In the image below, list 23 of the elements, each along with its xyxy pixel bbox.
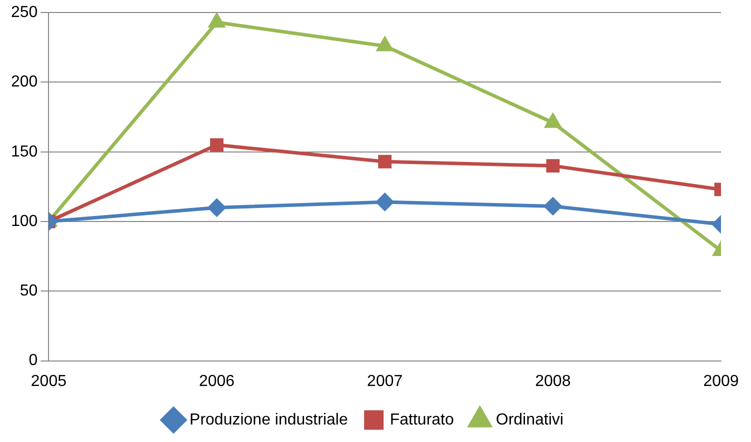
x-tick-label: 2006 <box>198 372 235 390</box>
x-tick-label: 2008 <box>535 372 571 390</box>
point <box>377 37 393 52</box>
point <box>208 14 225 28</box>
point <box>210 138 224 152</box>
x-tick-label: 2007 <box>367 372 403 390</box>
point <box>378 154 392 168</box>
legend-label: Fatturato <box>390 411 454 428</box>
point <box>208 198 226 216</box>
legend-label: Produzione industriale <box>190 411 348 428</box>
legend-label: Ordinativi <box>496 411 564 428</box>
point <box>545 114 561 128</box>
point <box>546 159 560 173</box>
y-tick-label: 0 <box>28 352 38 370</box>
x-tick-label: 2005 <box>30 372 67 390</box>
x-tick-label: 2009 <box>703 372 739 390</box>
y-tick-label: 250 <box>10 4 38 22</box>
y-tick-label: 100 <box>10 212 38 230</box>
point <box>376 193 394 211</box>
y-tick-label: 50 <box>20 282 38 300</box>
y-tick-label: 200 <box>10 74 38 91</box>
y-tick-label: 150 <box>10 143 38 160</box>
point <box>544 197 562 215</box>
